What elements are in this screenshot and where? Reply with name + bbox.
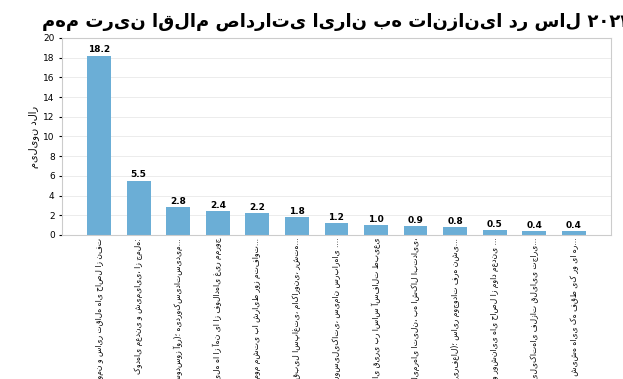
Bar <box>166 207 190 235</box>
Text: 0.4: 0.4 <box>566 221 582 230</box>
Bar <box>522 231 546 235</box>
Y-axis label: میلیون دلار: میلیون دلار <box>28 105 39 168</box>
Bar <box>126 181 151 235</box>
Bar <box>206 211 230 235</box>
Bar <box>483 230 506 235</box>
Text: 0.8: 0.8 <box>447 217 463 226</box>
Text: 18.2: 18.2 <box>88 45 110 54</box>
Bar <box>364 225 388 235</box>
Title: مهم ترین اقلام صادراتی ایران به تانزانیا در سال ۲۰۲۲: مهم ترین اقلام صادراتی ایران به تانزانیا… <box>42 13 623 31</box>
Text: 1.8: 1.8 <box>289 207 305 216</box>
Text: 2.2: 2.2 <box>249 203 265 212</box>
Text: 2.4: 2.4 <box>210 201 226 210</box>
Text: 0.4: 0.4 <box>526 221 542 230</box>
Bar <box>443 227 467 235</box>
Bar <box>325 223 348 235</box>
Text: 0.9: 0.9 <box>407 216 424 225</box>
Text: 0.5: 0.5 <box>487 219 503 229</box>
Text: 2.8: 2.8 <box>170 197 186 206</box>
Bar <box>245 213 269 235</box>
Text: 5.5: 5.5 <box>131 170 146 179</box>
Bar <box>562 231 586 235</box>
Text: 1.2: 1.2 <box>328 213 345 222</box>
Text: 1.0: 1.0 <box>368 215 384 224</box>
Bar <box>404 226 427 235</box>
Bar <box>87 56 111 235</box>
Bar <box>285 217 309 235</box>
